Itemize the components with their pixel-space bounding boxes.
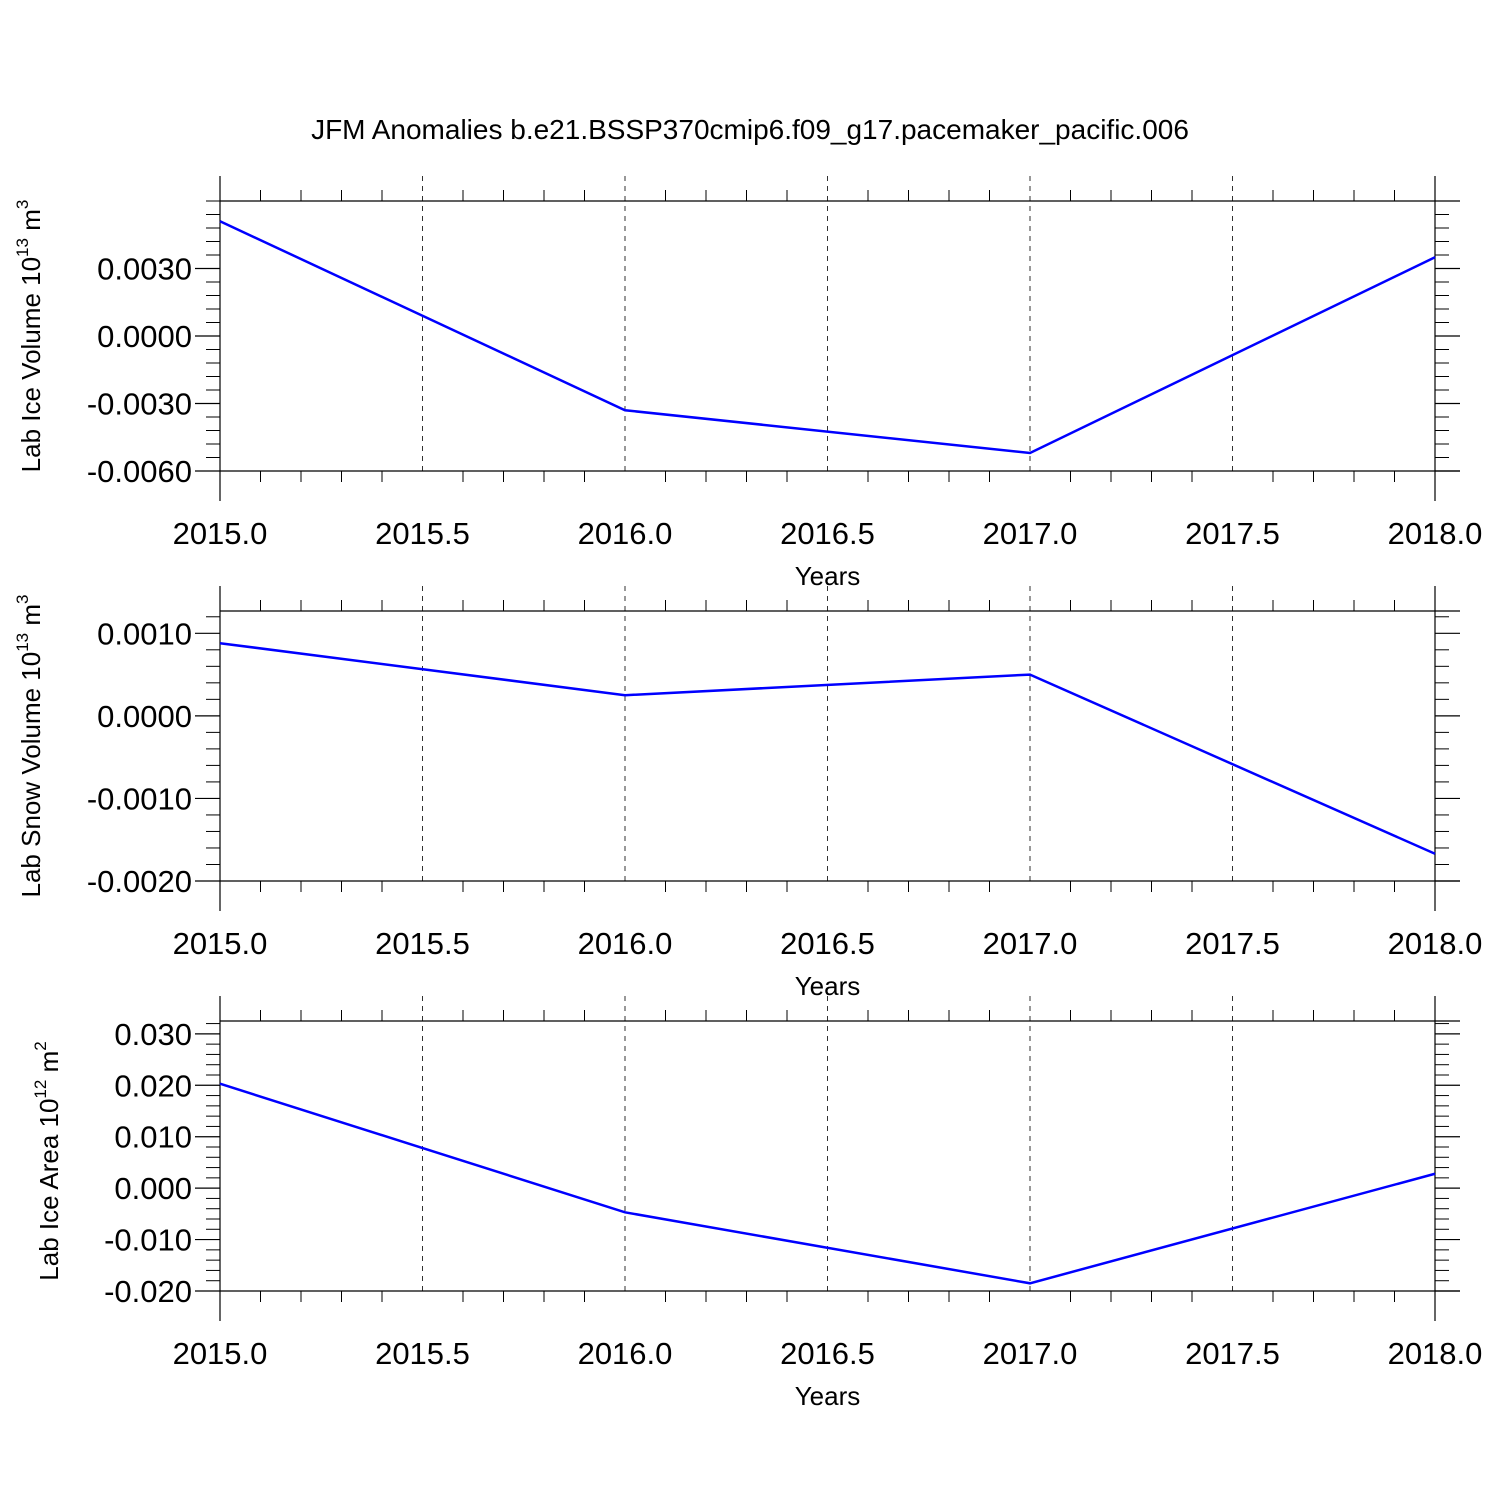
x-tick-label: 2017.0 [983, 926, 1078, 961]
series-line [219, 220, 1436, 455]
y-tick-label: 0.030 [114, 1017, 192, 1052]
panel-2: 2015.0 2015.5 2016.0 2016.5 2017.0 2017.5 2018… [13, 586, 1482, 1001]
x-axis-label: Years [795, 1381, 861, 1411]
series-line [219, 1082, 1436, 1285]
x-tick-label: 2016.0 [578, 516, 673, 551]
x-tick-label: 2018.0 [1388, 516, 1483, 551]
y-axis-label: Lab Ice Volume 1013 m3 [13, 200, 46, 473]
y-tick-label: -0.010 [104, 1223, 192, 1258]
x-tick-label: 2017.5 [1185, 926, 1280, 961]
x-tick-label: 2017.5 [1185, 1336, 1280, 1371]
panels: 2015.0 2015.5 2016.0 2016.5 2017.0 2017.5 2018… [13, 176, 1482, 1411]
y-tick-label: 0.0000 [97, 699, 192, 734]
y-tick-label: -0.0030 [87, 387, 192, 422]
x-tick-label: 2018.0 [1388, 1336, 1483, 1371]
y-tick-label: -0.0010 [87, 781, 192, 816]
y-tick-label: -0.0060 [87, 454, 192, 489]
y-axis-label: Lab Ice Area 1012 m2 [31, 1041, 64, 1280]
y-tick-label: 0.0010 [97, 616, 192, 651]
y-tick-label: -0.0020 [87, 864, 192, 899]
x-tick-label: 2017.5 [1185, 516, 1280, 551]
x-tick-label: 2016.5 [780, 516, 875, 551]
y-tick-label: 0.0030 [97, 252, 192, 287]
series-line [219, 641, 1436, 855]
x-tick-label: 2015.5 [375, 1336, 470, 1371]
x-tick-label: 2016.0 [578, 926, 673, 961]
x-tick-label: 2015.5 [375, 516, 470, 551]
y-tick-label: 0.010 [114, 1120, 192, 1155]
x-tick-label: 2016.5 [780, 1336, 875, 1371]
x-tick-label: 2017.0 [983, 516, 1078, 551]
panel-3: 2015.0 2015.5 2016.0 2016.5 2017.0 2017.5 2018… [31, 996, 1482, 1411]
x-tick-label: 2016.5 [780, 926, 875, 961]
y-axis-label: Lab Snow Volume 1013 m3 [13, 594, 46, 897]
x-tick-label: 2015.0 [173, 1336, 268, 1371]
y-tick-label: -0.020 [104, 1274, 192, 1309]
x-tick-label: 2015.0 [173, 516, 268, 551]
panel-1: 2015.0 2015.5 2016.0 2016.5 2017.0 2017.5 2018… [13, 176, 1482, 591]
x-tick-label: 2017.0 [983, 1336, 1078, 1371]
x-tick-label: 2016.0 [578, 1336, 673, 1371]
y-tick-label: 0.0000 [97, 319, 192, 354]
y-tick-label: 0.020 [114, 1068, 192, 1103]
chart-title: JFM Anomalies b.e21.BSSP370cmip6.f09_g17… [311, 114, 1189, 145]
x-tick-label: 2018.0 [1388, 926, 1483, 961]
x-tick-label: 2015.0 [173, 926, 268, 961]
y-tick-label: 0.000 [114, 1171, 192, 1206]
x-tick-label: 2015.5 [375, 926, 470, 961]
